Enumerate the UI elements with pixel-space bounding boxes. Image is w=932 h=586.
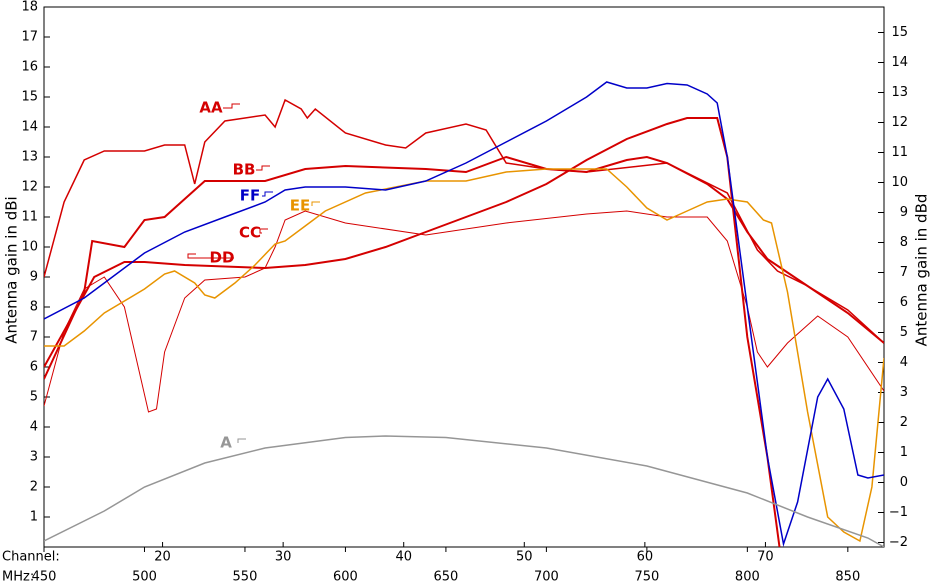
series-line: [44, 117, 781, 547]
y-tick-label: 15: [21, 90, 38, 105]
series-label: CC: [239, 224, 261, 242]
y2-tick-label: 8: [900, 235, 908, 250]
y-tick-label: 7: [30, 330, 38, 345]
label-leader: [259, 228, 268, 234]
y2-tick-label: −1: [889, 505, 908, 520]
series-line: [44, 435, 884, 547]
x-tick-label: 500: [132, 570, 157, 585]
series-label: A: [220, 434, 232, 452]
y2-tick-label: 15: [891, 25, 908, 40]
y-tick-label: 9: [30, 270, 38, 285]
y-tick-label: 16: [21, 60, 38, 75]
label-leader: [256, 165, 270, 171]
y2-tick-label: 12: [891, 115, 908, 130]
y-tick-label: 6: [30, 360, 38, 375]
label-leader: [237, 438, 246, 443]
y2-tick-label: 3: [900, 385, 908, 400]
y-tick-label: 18: [21, 0, 38, 15]
y-tick-label: 12: [21, 180, 38, 195]
y2-axis-label: Antenna gain in dBd: [913, 194, 931, 347]
x2-tick-label: 20: [154, 550, 171, 565]
y-tick-label: 3: [30, 450, 38, 465]
x-tick-label: 850: [835, 570, 860, 585]
x2-tick-label: 30: [275, 550, 292, 565]
series-label: AA: [199, 99, 223, 117]
series-group: [44, 81, 884, 547]
x2-axis-label: Channel:: [2, 550, 60, 565]
series-label: FF: [240, 187, 261, 205]
y-tick-label: 13: [21, 150, 38, 165]
y2-tick-label: 13: [891, 85, 908, 100]
x-tick-label: 450: [32, 570, 57, 585]
series-line: [44, 210, 884, 413]
y2-tick-label: 2: [900, 415, 908, 430]
x-tick-label: 750: [634, 570, 659, 585]
y-tick-label: 2: [30, 480, 38, 495]
y2-tick-label: 10: [891, 175, 908, 190]
x-tick-label: 550: [233, 570, 258, 585]
y2-tick-label: −2: [889, 535, 908, 550]
y-tick-label: 17: [21, 30, 38, 45]
y2-tick-label: 5: [900, 325, 908, 340]
series-line: [44, 81, 884, 547]
x2-tick-label: 40: [395, 550, 412, 565]
y-tick-label: 4: [30, 420, 38, 435]
y2-tick-label: 1: [900, 445, 908, 460]
series-label: EE: [290, 197, 311, 215]
label-leader: [187, 253, 234, 259]
plot-area: [43, 6, 885, 548]
x2-tick-label: 60: [637, 550, 654, 565]
series-line: [44, 155, 884, 380]
x-tick-label: 800: [735, 570, 760, 585]
y2-tick-label: 4: [900, 355, 908, 370]
y-tick-label: 8: [30, 300, 38, 315]
label-leader: [223, 103, 240, 109]
x2-tick-label: 70: [757, 550, 774, 565]
label-leader: [262, 191, 273, 197]
y-tick-label: 11: [21, 210, 38, 225]
label-leader: [311, 201, 320, 206]
y-tick-label: 10: [21, 240, 38, 255]
y2-tick-label: 6: [900, 295, 908, 310]
y-tick-label: 14: [21, 120, 38, 135]
y2-tick-label: 0: [900, 475, 908, 490]
y-tick-label: 5: [30, 390, 38, 405]
y2-tick-label: 7: [900, 265, 908, 280]
y2-tick-label: 14: [891, 55, 908, 70]
x-tick-label: 600: [333, 570, 358, 585]
x-axis-label: MHz:: [2, 570, 34, 585]
y-tick-label: 1: [30, 510, 38, 525]
y2-tick-label: 9: [900, 205, 908, 220]
y2-tick-label: 11: [891, 145, 908, 160]
x-tick-label: 700: [534, 570, 559, 585]
series-label: BB: [233, 161, 256, 179]
x-tick-label: 650: [433, 570, 458, 585]
y-axis-label: Antenna gain in dBi: [3, 196, 21, 343]
x2-tick-label: 50: [516, 550, 533, 565]
series-line: [44, 168, 884, 543]
